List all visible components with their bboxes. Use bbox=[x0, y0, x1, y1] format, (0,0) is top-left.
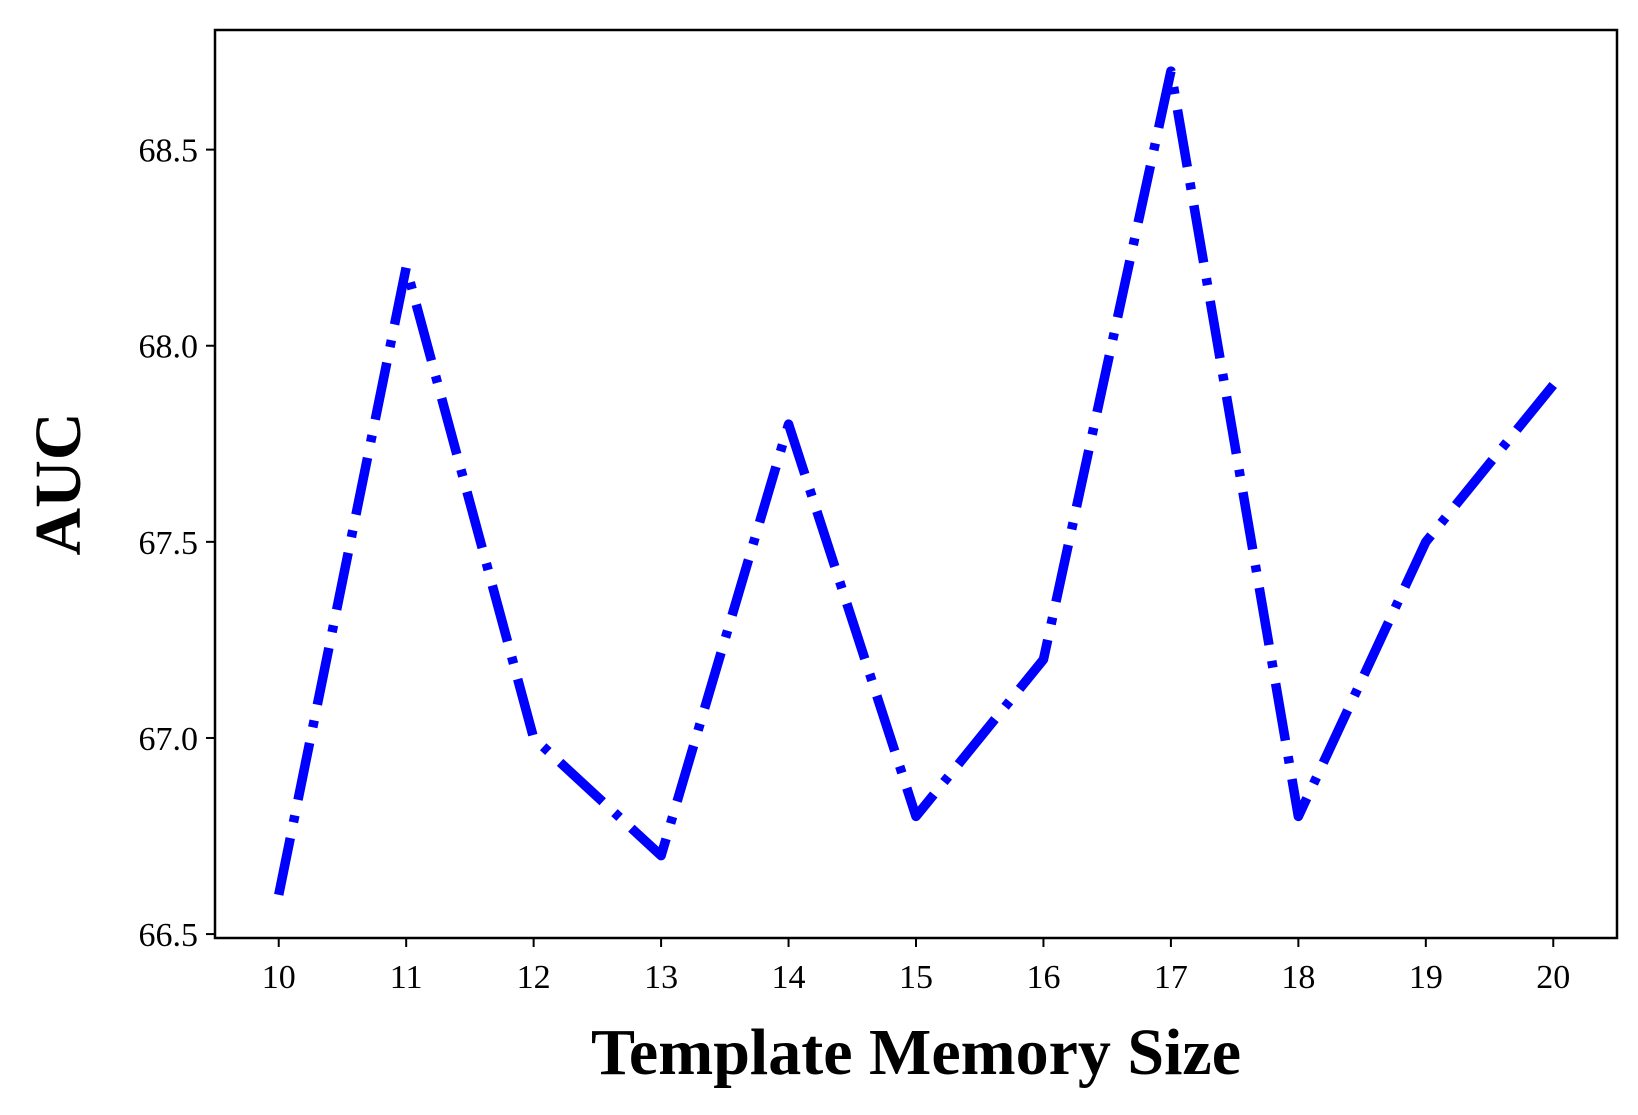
y-tick-label: 68.5 bbox=[139, 133, 199, 170]
x-axis-title: Template Memory Size bbox=[591, 1016, 1241, 1089]
series-line bbox=[274, 66, 1557, 896]
x-tick-label: 19 bbox=[1409, 959, 1443, 996]
y-tick-label: 67.0 bbox=[139, 721, 199, 758]
x-tick-label: 15 bbox=[899, 959, 933, 996]
y-axis-ticks: 66.5 67.0 67.5 68.0 68.5 bbox=[139, 133, 215, 954]
x-axis-ticks: 10 11 12 13 14 15 16 17 18 19 20 bbox=[262, 938, 1570, 996]
x-tick-label: 18 bbox=[1281, 959, 1315, 996]
x-tick-label: 13 bbox=[644, 959, 678, 996]
x-tick-label: 20 bbox=[1536, 959, 1570, 996]
x-tick-label: 10 bbox=[262, 959, 296, 996]
x-tick-label: 17 bbox=[1154, 959, 1188, 996]
x-tick-label: 11 bbox=[390, 959, 423, 996]
y-tick-label: 67.5 bbox=[139, 525, 199, 562]
plot-frame bbox=[213, 28, 1619, 940]
x-tick-label: 14 bbox=[772, 959, 806, 996]
y-tick-label: 68.0 bbox=[139, 329, 199, 366]
x-tick-label: 12 bbox=[517, 959, 551, 996]
y-tick-label: 66.5 bbox=[139, 917, 199, 954]
plot-background bbox=[215, 30, 1617, 938]
series-layer bbox=[274, 66, 1557, 896]
x-tick-label: 16 bbox=[1026, 959, 1060, 996]
y-axis-title: AUC bbox=[22, 413, 95, 556]
